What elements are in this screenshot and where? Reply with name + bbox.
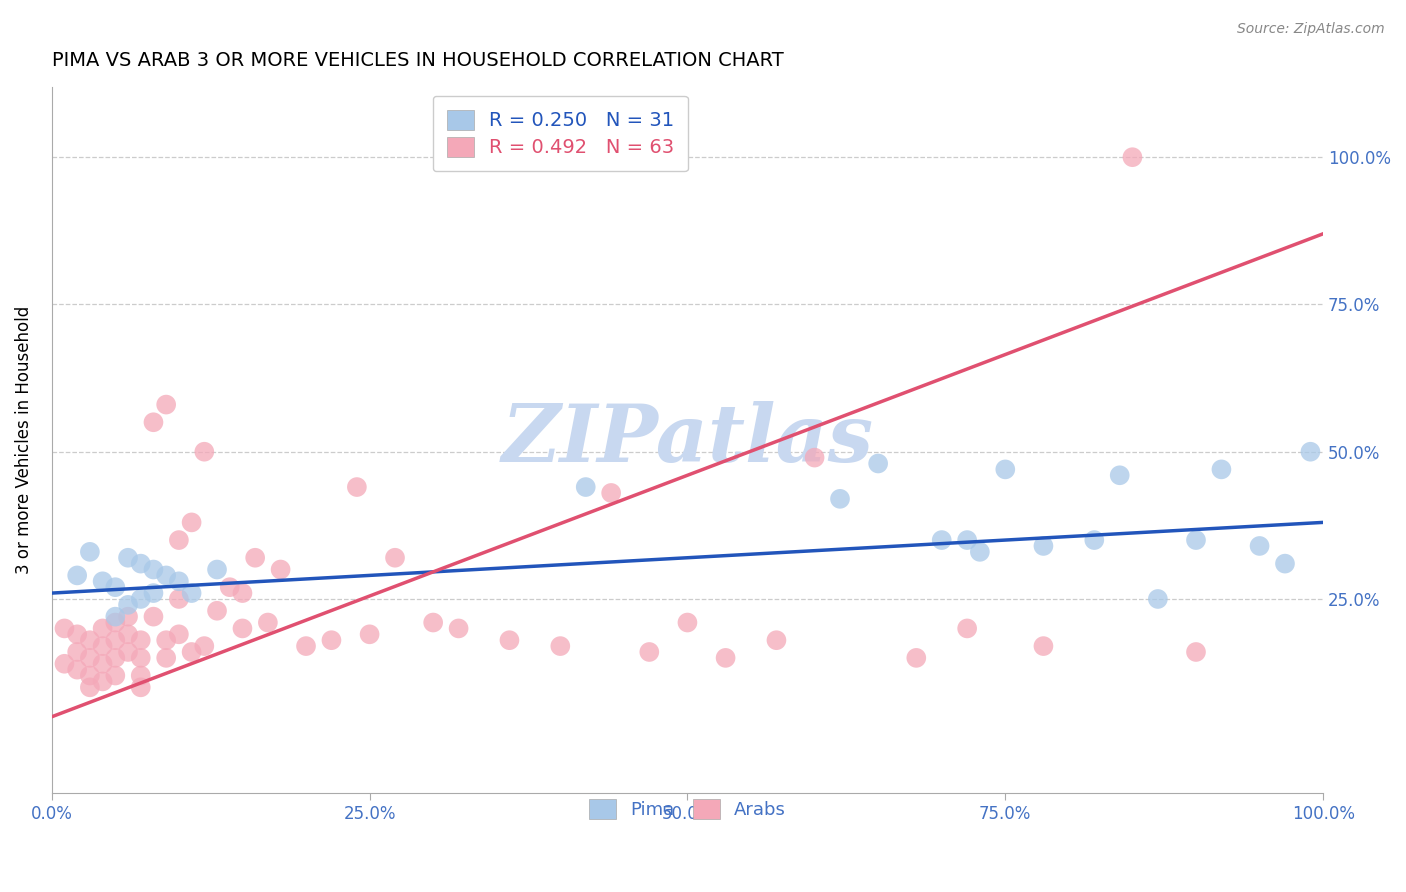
Point <box>66 663 89 677</box>
Point <box>79 668 101 682</box>
Point <box>205 604 228 618</box>
Point <box>79 681 101 695</box>
Point <box>180 645 202 659</box>
Point <box>129 591 152 606</box>
Point <box>714 651 737 665</box>
Point <box>66 645 89 659</box>
Point <box>1185 533 1208 547</box>
Point <box>1249 539 1271 553</box>
Point <box>550 639 572 653</box>
Point <box>1108 468 1130 483</box>
Point <box>91 657 114 671</box>
Point <box>1299 444 1322 458</box>
Point <box>79 633 101 648</box>
Point <box>155 398 177 412</box>
Point <box>142 586 165 600</box>
Point <box>91 622 114 636</box>
Point <box>231 622 253 636</box>
Point <box>142 562 165 576</box>
Point <box>155 568 177 582</box>
Point <box>638 645 661 659</box>
Y-axis label: 3 or more Vehicles in Household: 3 or more Vehicles in Household <box>15 306 32 574</box>
Point <box>104 651 127 665</box>
Point <box>1032 539 1054 553</box>
Point <box>828 491 851 506</box>
Text: Source: ZipAtlas.com: Source: ZipAtlas.com <box>1237 22 1385 37</box>
Point <box>79 651 101 665</box>
Point <box>1185 645 1208 659</box>
Point <box>129 651 152 665</box>
Point <box>167 627 190 641</box>
Legend: Pima, Arabs: Pima, Arabs <box>575 785 800 834</box>
Point <box>295 639 318 653</box>
Point <box>969 545 991 559</box>
Point <box>1083 533 1105 547</box>
Point <box>765 633 787 648</box>
Point <box>129 668 152 682</box>
Point <box>91 639 114 653</box>
Point <box>676 615 699 630</box>
Point <box>243 550 266 565</box>
Point <box>1147 591 1170 606</box>
Point <box>129 557 152 571</box>
Point <box>447 622 470 636</box>
Point <box>142 415 165 429</box>
Point <box>117 609 139 624</box>
Point <box>117 550 139 565</box>
Point <box>91 674 114 689</box>
Point <box>104 615 127 630</box>
Point <box>257 615 280 630</box>
Point <box>129 633 152 648</box>
Point <box>66 627 89 641</box>
Point <box>117 645 139 659</box>
Text: PIMA VS ARAB 3 OR MORE VEHICLES IN HOUSEHOLD CORRELATION CHART: PIMA VS ARAB 3 OR MORE VEHICLES IN HOUSE… <box>52 51 783 70</box>
Point <box>359 627 381 641</box>
Point <box>167 591 190 606</box>
Point <box>142 609 165 624</box>
Point <box>129 681 152 695</box>
Point <box>104 609 127 624</box>
Point <box>117 598 139 612</box>
Point <box>155 651 177 665</box>
Point <box>91 574 114 589</box>
Point <box>79 545 101 559</box>
Point <box>1274 557 1296 571</box>
Text: ZIPatlas: ZIPatlas <box>502 401 873 479</box>
Point <box>167 574 190 589</box>
Point <box>422 615 444 630</box>
Point <box>167 533 190 547</box>
Point <box>104 580 127 594</box>
Point <box>155 633 177 648</box>
Point <box>905 651 928 665</box>
Point <box>600 486 623 500</box>
Point <box>956 622 979 636</box>
Point <box>868 457 890 471</box>
Point <box>53 657 76 671</box>
Point <box>321 633 343 648</box>
Point <box>104 633 127 648</box>
Point <box>117 627 139 641</box>
Point <box>270 562 292 576</box>
Point <box>180 516 202 530</box>
Point <box>193 444 215 458</box>
Point <box>193 639 215 653</box>
Point <box>205 562 228 576</box>
Point <box>575 480 598 494</box>
Point <box>803 450 825 465</box>
Point <box>1211 462 1233 476</box>
Point <box>994 462 1017 476</box>
Point <box>104 668 127 682</box>
Point <box>346 480 368 494</box>
Point <box>1032 639 1054 653</box>
Point <box>231 586 253 600</box>
Point <box>53 622 76 636</box>
Point <box>956 533 979 547</box>
Point <box>384 550 406 565</box>
Point <box>180 586 202 600</box>
Point <box>498 633 520 648</box>
Point <box>218 580 240 594</box>
Point <box>1121 150 1143 164</box>
Point <box>66 568 89 582</box>
Point <box>931 533 953 547</box>
